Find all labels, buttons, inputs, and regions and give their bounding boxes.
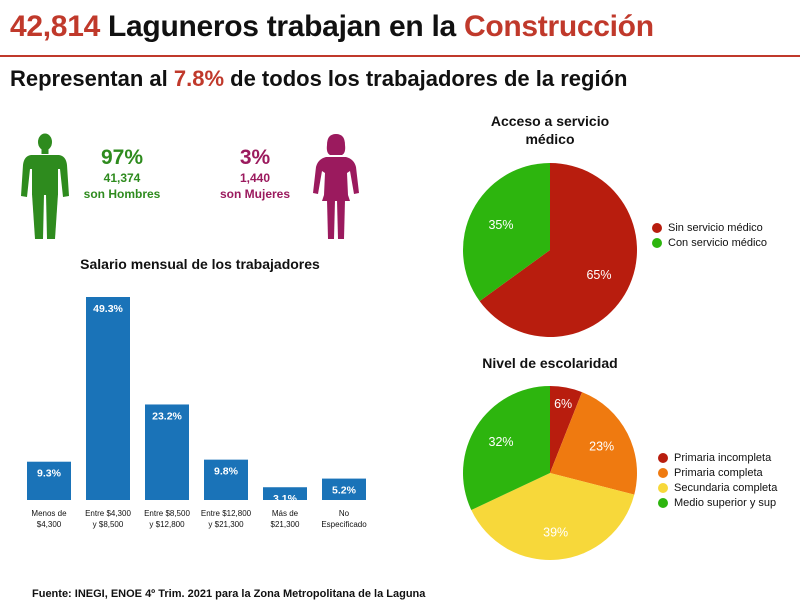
man-icon bbox=[21, 133, 69, 239]
pie-slice bbox=[550, 386, 583, 473]
medical-pie-chart: 65% 35% bbox=[463, 163, 637, 337]
bar-value-label: 5.2% bbox=[332, 485, 357, 497]
pie-value-label: 23% bbox=[589, 440, 614, 454]
medical-legend: Sin servicio médico Con servicio médico bbox=[652, 220, 767, 250]
bar-value-label: 23.2% bbox=[152, 410, 182, 422]
legend-swatch bbox=[658, 467, 668, 478]
bar-category-label: Entre $4,300 bbox=[85, 509, 131, 518]
pie-slice bbox=[479, 163, 637, 337]
salary-bar bbox=[27, 461, 71, 500]
pie-slice bbox=[463, 386, 550, 511]
legend-label: Sin servicio médico bbox=[668, 221, 763, 234]
title-middle: Laguneros trabajan en la bbox=[108, 10, 456, 43]
bar-category-label: Menos de bbox=[31, 509, 67, 518]
legend-swatch bbox=[652, 222, 662, 233]
bar-category-label: $21,300 bbox=[271, 520, 300, 529]
bar-value-label: 49.3% bbox=[93, 303, 123, 315]
legend-item: Sin servicio médico bbox=[652, 220, 767, 235]
title-divider bbox=[0, 55, 800, 57]
bar-chart-title: Salario mensual de los trabajadores bbox=[80, 256, 320, 272]
source-note: Fuente: INEGI, ENOE 4º Trim. 2021 para l… bbox=[32, 588, 426, 600]
men-count: 41,374 bbox=[103, 171, 141, 185]
legend-label: Secundaria completa bbox=[674, 481, 778, 494]
page-title: 42,814 Laguneros trabajan en la Construc… bbox=[10, 10, 654, 44]
legend-item: Medio superior y sup bbox=[658, 495, 777, 510]
legend-swatch bbox=[652, 237, 662, 248]
bar-category-label: Más de bbox=[272, 509, 299, 518]
bar-category-label: Entre $8,500 bbox=[144, 509, 190, 518]
bar-category-label: y $8,500 bbox=[93, 520, 124, 529]
men-percent: 97% bbox=[100, 146, 144, 169]
medical-pie-title-line: Acceso a servicio bbox=[490, 113, 610, 129]
pie-value-label: 35% bbox=[488, 218, 513, 232]
women-count: 1,440 bbox=[239, 171, 271, 185]
women-stat: 3% 1,440 son Mujeres bbox=[205, 146, 305, 202]
subtitle-pre: Representan al bbox=[10, 66, 168, 91]
pie-value-label: 32% bbox=[489, 435, 514, 449]
legend-swatch bbox=[658, 452, 668, 463]
salary-bar-chart: 9.3% Menos de $4,300 49.3% Entre $4,300 y $8,… bbox=[27, 297, 367, 529]
bar-category-label: Entre $12,800 bbox=[201, 509, 252, 518]
pie-slice bbox=[471, 473, 635, 560]
salary-bar bbox=[86, 297, 130, 500]
medical-pie-title-line: médico bbox=[525, 131, 575, 147]
bar-category-label: y $21,300 bbox=[208, 520, 244, 529]
education-pie-chart: 6% 23% 39% 32% bbox=[463, 386, 637, 560]
women-label: son Mujeres bbox=[219, 187, 291, 201]
salary-bar bbox=[263, 487, 307, 500]
education-legend: Primaria incompleta Primaria completa Secu… bbox=[658, 450, 777, 510]
education-pie-title: Nivel de escolaridad bbox=[482, 355, 618, 371]
legend-label: Medio superior y sup bbox=[674, 496, 777, 509]
salary-bar bbox=[322, 478, 366, 500]
title-sector: Construcción bbox=[463, 10, 654, 43]
legend-swatch bbox=[658, 482, 668, 493]
pie-slice bbox=[463, 163, 550, 302]
legend-item: Con servicio médico bbox=[652, 235, 767, 250]
bar-value-label: 9.8% bbox=[214, 466, 239, 478]
legend-item: Secundaria completa bbox=[658, 480, 777, 495]
salary-bar bbox=[204, 459, 248, 500]
page-subtitle: Representan al 7.8% de todos los trabaja… bbox=[10, 66, 627, 92]
legend-swatch bbox=[658, 497, 668, 508]
pie-value-label: 39% bbox=[543, 526, 568, 540]
legend-item: Primaria incompleta bbox=[658, 450, 777, 465]
legend-label: Con servicio médico bbox=[668, 236, 768, 249]
bar-category-label: No bbox=[339, 509, 350, 518]
legend-label: Primaria incompleta bbox=[674, 451, 772, 464]
worker-count: 42,814 bbox=[10, 10, 100, 43]
woman-icon bbox=[313, 134, 359, 239]
legend-item: Primaria completa bbox=[658, 465, 777, 480]
pie-slice bbox=[550, 392, 637, 495]
bar-category-label: y $12,800 bbox=[149, 520, 185, 529]
subtitle-post: de todos los trabajadores de la región bbox=[230, 66, 628, 91]
men-stat: 97% 41,374 son Hombres bbox=[72, 146, 172, 202]
bar-category-label: Especificado bbox=[321, 520, 367, 529]
medical-pie-title: Acceso a servicio médico bbox=[455, 112, 645, 148]
women-percent: 3% bbox=[239, 146, 271, 169]
pie-value-label: 6% bbox=[554, 397, 572, 411]
men-label: son Hombres bbox=[83, 187, 161, 201]
bar-category-label: $4,300 bbox=[37, 520, 62, 529]
salary-bar bbox=[145, 404, 189, 500]
legend-label: Primaria completa bbox=[674, 466, 763, 479]
bar-value-label: 9.3% bbox=[37, 468, 62, 480]
subtitle-percent: 7.8% bbox=[173, 66, 225, 91]
bar-value-label: 3.1% bbox=[273, 493, 298, 505]
pie-value-label: 65% bbox=[586, 268, 611, 282]
